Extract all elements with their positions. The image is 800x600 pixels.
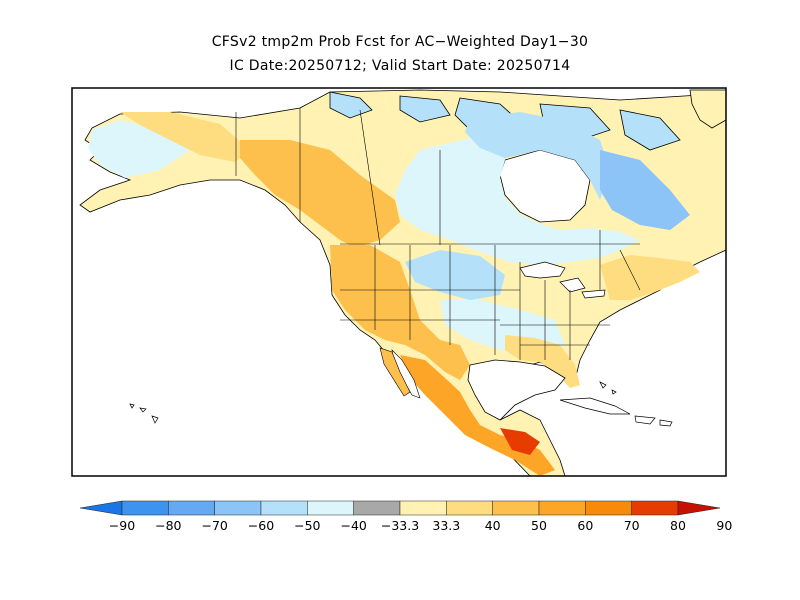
legend-bin [168, 500, 215, 516]
legend-bin [260, 500, 308, 516]
legend-label: 80 [670, 518, 686, 533]
great-lakes [519, 261, 606, 299]
legend-bin [585, 500, 632, 516]
legend-bin [307, 500, 354, 516]
warm-anomaly-central-america [500, 428, 540, 455]
legend-bin [538, 500, 586, 516]
legend-label: −70 [201, 518, 227, 533]
gulf-of-mexico [467, 359, 566, 421]
map-title-line1: CFSv2 tmp2m Prob Fcst for AC−Weighted Da… [211, 34, 589, 50]
map-title-line2: IC Date:20250712; Valid Start Date: 2025… [229, 58, 571, 74]
cuba [559, 397, 631, 415]
legend-label: 90 [716, 518, 732, 533]
legend-label: −60 [248, 518, 274, 533]
legend-bin [353, 500, 401, 516]
cold-anomaly-ne-canada [600, 150, 690, 230]
warm-anomaly-south-us [505, 335, 580, 388]
hudson-bay [499, 149, 591, 223]
warm-anomaly-western-canada [240, 140, 400, 248]
cold-anomaly-canada [395, 138, 640, 266]
cold-anomaly-northern-plains [405, 250, 505, 300]
legend-label: 40 [485, 518, 501, 533]
legend-bin [79, 500, 123, 516]
legend-label: −50 [294, 518, 320, 533]
legend-label: −40 [340, 518, 366, 533]
legend-label: 60 [577, 518, 593, 533]
warm-anomaly-west-us [330, 245, 470, 380]
hawaii [129, 403, 159, 424]
legend-bin [677, 500, 721, 516]
legend-label: −80 [155, 518, 181, 533]
political-boundaries [235, 108, 641, 360]
legend-label: 33.3 [432, 518, 460, 533]
legend-label: −33.3 [381, 518, 419, 533]
map-frame [71, 87, 727, 477]
legend-bin [399, 500, 447, 516]
greenland [689, 89, 726, 129]
legend-bin [492, 500, 540, 516]
legend-bin [446, 500, 493, 516]
legend-bin [214, 500, 262, 516]
cold-anomaly-core [465, 112, 610, 200]
legend-label: 50 [531, 518, 547, 533]
legend-label: −90 [109, 518, 135, 533]
legend-label: 70 [624, 518, 640, 533]
warm-anomaly-alaska [120, 112, 250, 162]
caribbean-islands [599, 381, 673, 427]
legend-bin [631, 500, 679, 516]
warm-anomaly-northeast [600, 255, 700, 300]
legend-bin [121, 500, 169, 516]
baja-california [379, 347, 411, 397]
